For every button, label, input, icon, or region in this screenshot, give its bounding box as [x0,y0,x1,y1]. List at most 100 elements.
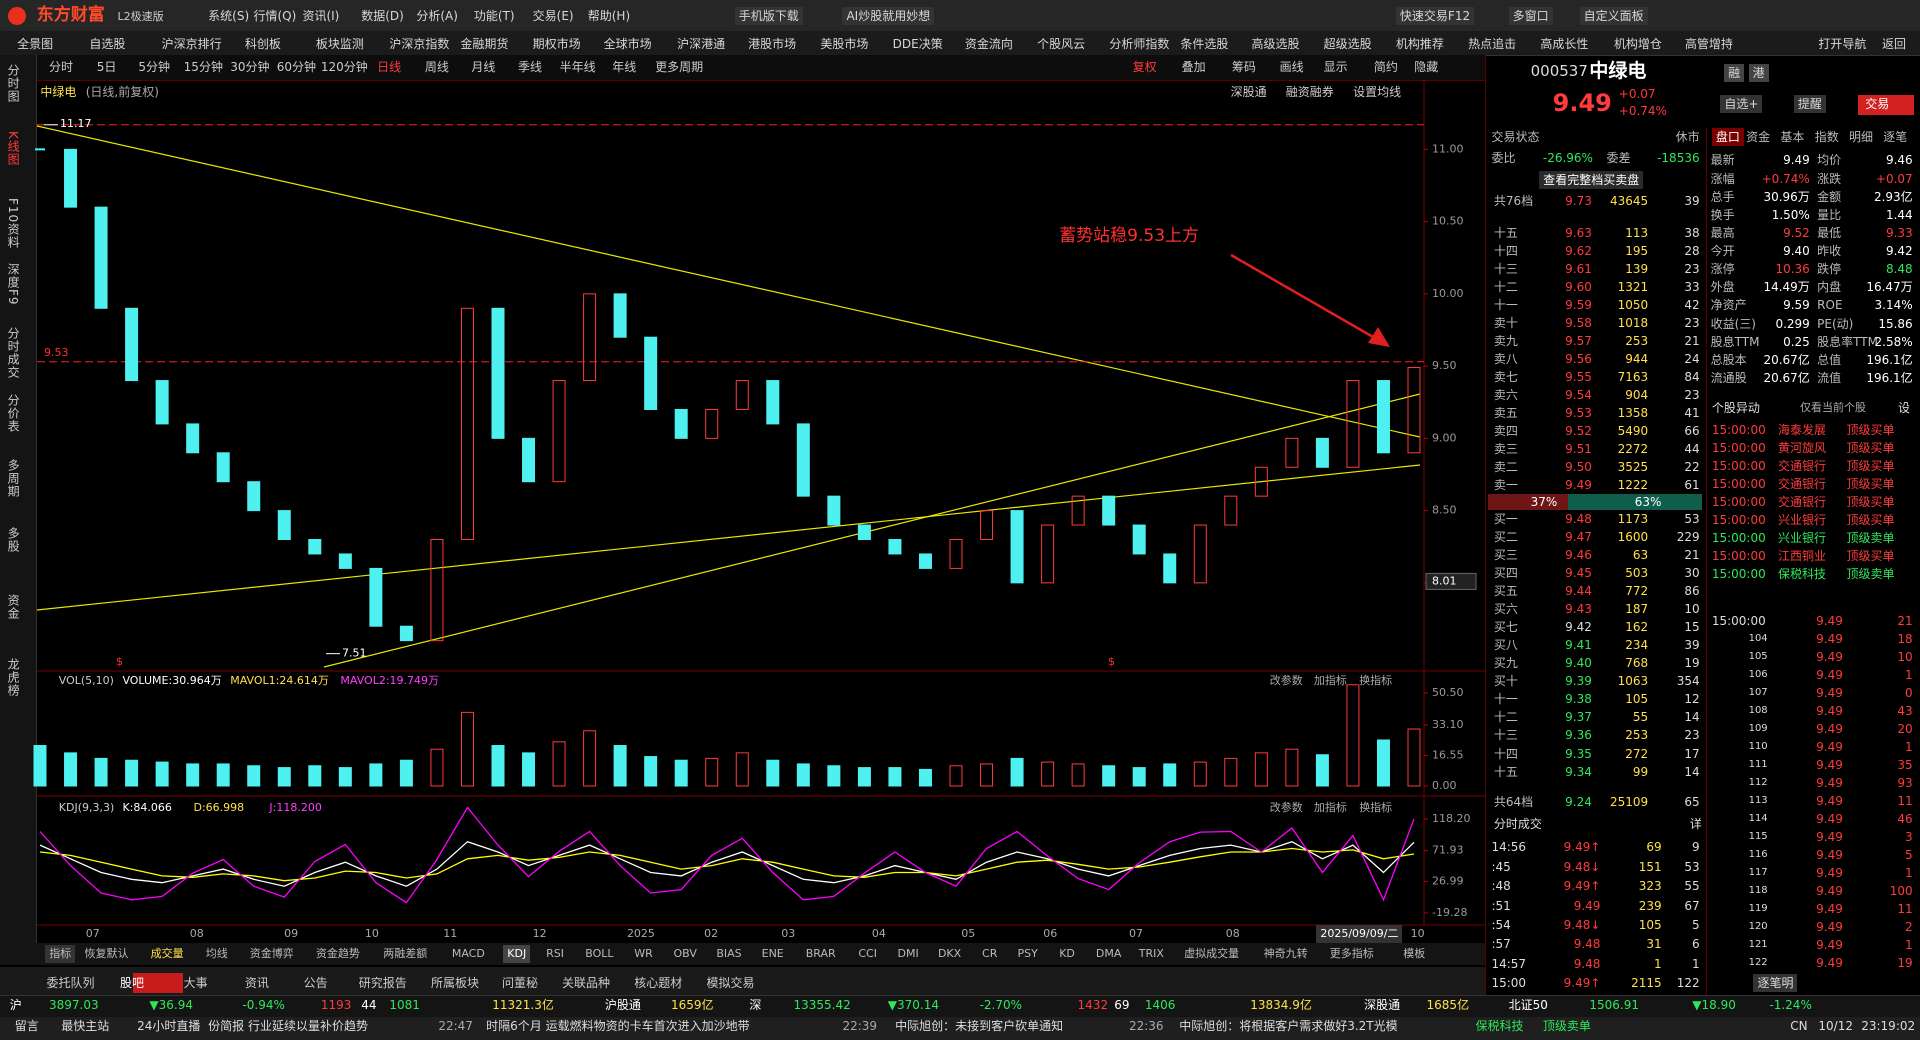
tool-button[interactable]: 画线 [1279,60,1304,75]
nav-item[interactable]: 港股市场 [748,37,797,52]
panel-tab[interactable]: 基本 [1780,130,1805,145]
quote-button[interactable]: 交易 [1865,97,1890,112]
side-tab[interactable]: K线图 [6,131,21,166]
indicator-tab[interactable]: 两融差额 [383,946,428,960]
panel-tab[interactable]: 盘口 [1711,128,1744,147]
nav-item[interactable]: 沪深京排行 [161,37,222,52]
section-link[interactable]: 详 [1689,817,1702,832]
nav-item[interactable]: 全球市场 [603,37,652,52]
indicator-tab[interactable]: MACD [451,946,485,960]
nav-item[interactable]: 热点追击 [1468,37,1517,52]
bottom-tab[interactable]: 委托队列 [46,976,95,991]
tool-button[interactable]: 叠加 [1181,60,1206,75]
tool-button[interactable]: 隐藏 [1414,60,1439,75]
indicator-tab[interactable]: KDJ [503,944,531,963]
nav-item[interactable]: 分析师指数 [1109,37,1170,52]
nav-item[interactable]: 期权市场 [532,37,581,52]
indicator-tab[interactable]: TRIX [1138,946,1164,960]
nav-item[interactable]: 资金流向 [964,37,1013,52]
indicator-tab[interactable]: DMI [897,946,919,960]
indicator-tab[interactable]: CR [982,946,998,960]
nav-item[interactable]: 金融期货 [460,37,509,52]
period-tab[interactable]: 月线 [471,60,496,75]
nav-item[interactable]: 返回 [1882,37,1907,52]
period-tab[interactable]: 日线 [377,60,402,75]
period-tab[interactable]: 分时 [48,60,73,75]
top-button[interactable]: 多窗口 [1508,6,1553,25]
bottom-tab[interactable]: 模拟交易 [706,976,755,991]
indicator-tab[interactable]: 均线 [205,946,228,960]
nav-item[interactable]: 机构推荐 [1395,37,1444,52]
bottom-tab[interactable]: 所属板块 [431,976,480,991]
menu-item[interactable]: 功能(T) [473,8,515,23]
menu-item[interactable]: 交易(E) [532,8,574,23]
nav-item[interactable]: 超级选股 [1323,37,1372,52]
pane-link[interactable]: 改参数 [1269,801,1303,815]
bottom-tab[interactable]: 核心题材 [634,976,683,991]
pane-link[interactable]: 加指标 [1313,801,1347,815]
period-tab[interactable]: 半年线 [559,60,596,75]
menu-item[interactable]: 系统(S) [208,8,250,23]
pane-link[interactable]: 换指标 [1359,673,1393,687]
panel-tab[interactable]: 明细 [1848,130,1873,145]
nav-item[interactable]: 板块监测 [315,37,364,52]
nav-item[interactable]: 自选股 [89,37,126,52]
chart-link[interactable]: 深股通 [1230,84,1267,99]
indicator-tab[interactable]: DMA [1095,946,1122,960]
chart-link[interactable]: 设置均线 [1353,84,1402,99]
pane-link[interactable]: 换指标 [1359,801,1393,815]
indicator-tab[interactable]: BOLL [585,946,614,960]
indicator-tab[interactable]: CCI [858,946,877,960]
period-tab[interactable]: 60分钟 [276,60,317,75]
nav-item[interactable]: 条件选股 [1180,37,1229,52]
period-tab[interactable]: 5日 [96,60,117,75]
side-tab[interactable]: 分价表 [6,394,21,434]
nav-item[interactable]: 打开导航 [1818,37,1867,52]
side-tab[interactable]: 分时图 [6,63,21,103]
indicator-tab[interactable]: 神奇九转 [1263,946,1308,960]
nav-item[interactable]: 机构增仓 [1613,37,1662,52]
tool-button[interactable]: 筹码 [1231,60,1256,75]
side-tab[interactable]: F10资料 [6,198,21,250]
pane-link[interactable]: 改参数 [1269,673,1303,687]
indicator-tab[interactable]: WR [634,946,653,960]
indicator-tab[interactable]: BIAS [716,946,742,960]
menu-item[interactable]: 数据(D) [361,8,404,23]
top-button[interactable]: 快速交易F12 [1395,6,1475,25]
nav-item[interactable]: 沪深京指数 [389,37,450,52]
menu-item[interactable]: 帮助(H) [587,8,631,23]
nav-item[interactable]: DDE决策 [892,37,943,52]
menu-item[interactable]: 行情(Q) [253,8,297,23]
side-tab[interactable]: 多周期 [6,459,21,499]
indicator-tab[interactable]: 模板 [1403,946,1426,960]
bottom-tab[interactable]: 关联品种 [562,976,611,991]
tool-button[interactable]: 简约 [1373,60,1398,75]
indicator-tab[interactable]: DKX [937,946,962,960]
top-button[interactable]: 手机版下载 [734,6,803,25]
side-tab[interactable]: 分时成交 [6,326,21,379]
side-tab[interactable]: 深度F9 [6,263,21,306]
period-tab[interactable]: 120分钟 [320,60,368,75]
panel-tab[interactable]: 指数 [1814,130,1839,145]
filter-toggle[interactable]: 仅看当前个股 [1800,400,1866,414]
trade-button[interactable] [1858,95,1914,115]
panel-tab[interactable]: 逐笔 [1883,130,1908,145]
tool-button[interactable]: 显示 [1323,60,1348,75]
top-button[interactable]: 自定义面板 [1579,6,1648,25]
period-tab[interactable]: 30分钟 [230,60,270,75]
indicator-tab[interactable]: KD [1059,946,1075,960]
pane-link[interactable]: 加指标 [1313,673,1347,687]
indicator-tab[interactable]: 虚拟成交量 [1184,946,1240,960]
quote-button[interactable]: 自选+ [1720,95,1763,114]
indicator-tab[interactable]: 更多指标 [1329,946,1374,960]
panel-tab[interactable]: 逐笔明 [1753,974,1798,993]
bottom-tab[interactable]: 资讯 [244,976,269,991]
side-tab[interactable]: 资金 [6,593,21,620]
chart-link[interactable]: 融资融券 [1285,84,1334,99]
period-tab[interactable]: 年线 [612,60,637,75]
quote-button[interactable]: 提醒 [1793,95,1826,114]
menu-item[interactable]: 资讯(I) [302,8,340,23]
indicator-tab[interactable]: 指标 [45,944,76,963]
nav-item[interactable]: 美股市场 [820,37,869,52]
bottom-tab[interactable]: 大事 [183,976,208,991]
